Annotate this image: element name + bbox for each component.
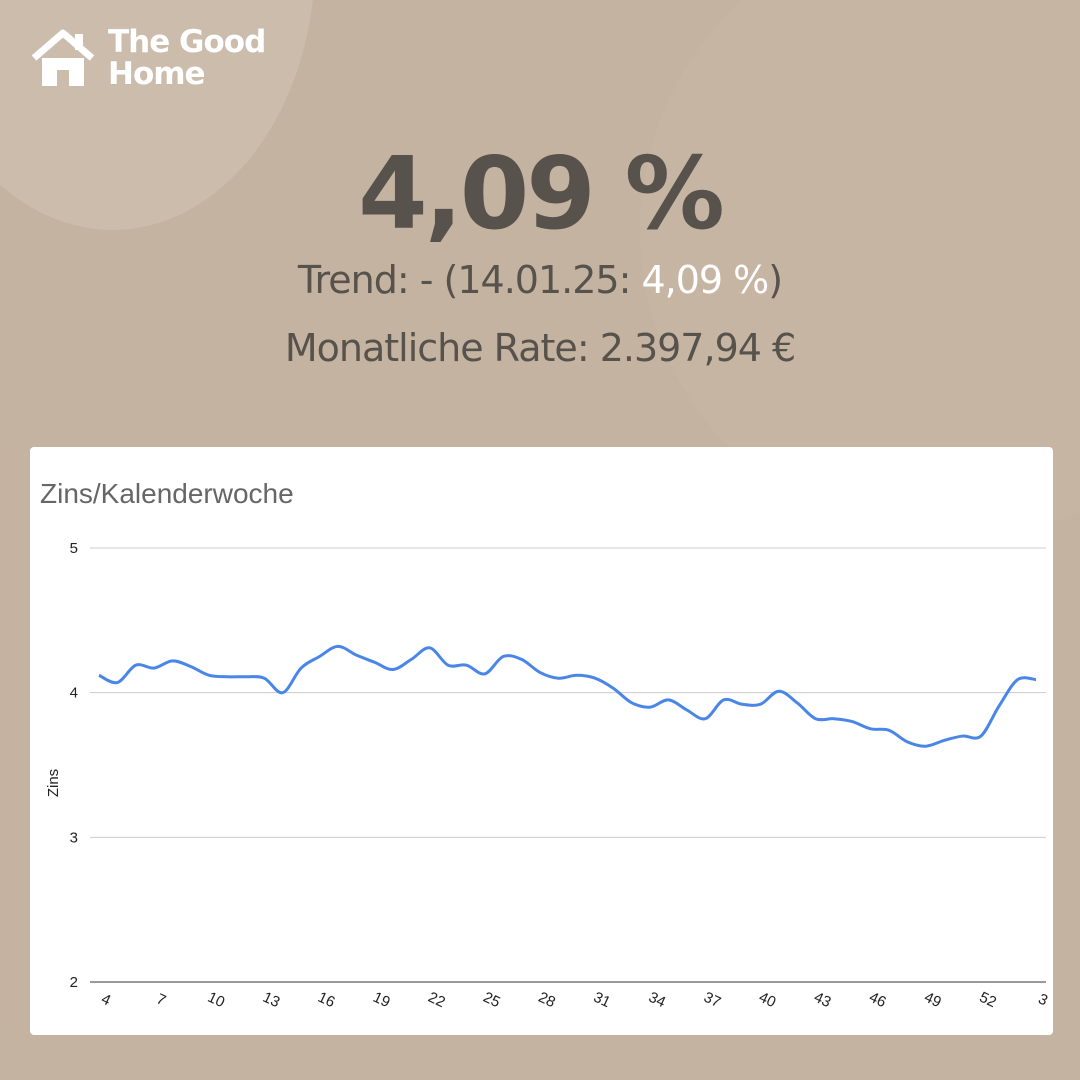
y-tick-label: 4 [70, 685, 78, 702]
x-tick-label: 10 [205, 989, 227, 1011]
x-tick-label: 3 [1036, 990, 1051, 1009]
trend-text: Trend: - (14.01.25: [297, 258, 642, 302]
chart-card: Zins/Kalenderwoche Zins 2 3 4 5 4 7 10 13 16 19 22… [30, 447, 1053, 1035]
chart-title: Zins/Kalenderwoche [40, 478, 294, 509]
headline-rate: 4,09 % [358, 135, 725, 252]
x-tick-label: 34 [646, 989, 668, 1011]
logo-line: The Good [108, 24, 266, 60]
logo-line: Home [108, 56, 206, 92]
x-tick-label: 49 [922, 989, 944, 1011]
y-tick-label: 5 [70, 540, 78, 557]
x-tick-label: 43 [811, 989, 833, 1011]
trend-value: 4,09 % [641, 258, 769, 302]
logo-icon [31, 29, 95, 86]
x-tick-label: 16 [315, 989, 337, 1011]
x-tick-label: 37 [701, 989, 723, 1011]
x-tick-label: 28 [536, 989, 558, 1011]
y-tick-label: 3 [70, 829, 78, 846]
trend: Trend: - (14.01.25: 4,09 %) [0, 258, 1080, 302]
y-axis-label: Zins [45, 769, 62, 797]
x-tick-label: 46 [866, 989, 888, 1011]
x-tick-label: 13 [260, 989, 282, 1011]
monthly-rate: Monatliche Rate: 2.397,94 € [284, 326, 796, 370]
x-tick-label: 25 [481, 989, 503, 1011]
x-tick-label: 40 [756, 989, 778, 1011]
x-tick-label: 4 [99, 990, 114, 1009]
y-tick-label: 2 [70, 974, 78, 991]
data-line [98, 644, 1037, 748]
x-tick-label: 22 [425, 989, 447, 1011]
trend-text: ) [768, 258, 783, 302]
x-tick-label: 31 [591, 989, 613, 1011]
x-tick-label: 7 [154, 990, 169, 1009]
x-tick-label: 52 [977, 989, 999, 1011]
logo-text: The Good Home [108, 24, 266, 92]
x-tick-label: 19 [370, 989, 392, 1011]
logo: The Good Home [30, 24, 266, 92]
